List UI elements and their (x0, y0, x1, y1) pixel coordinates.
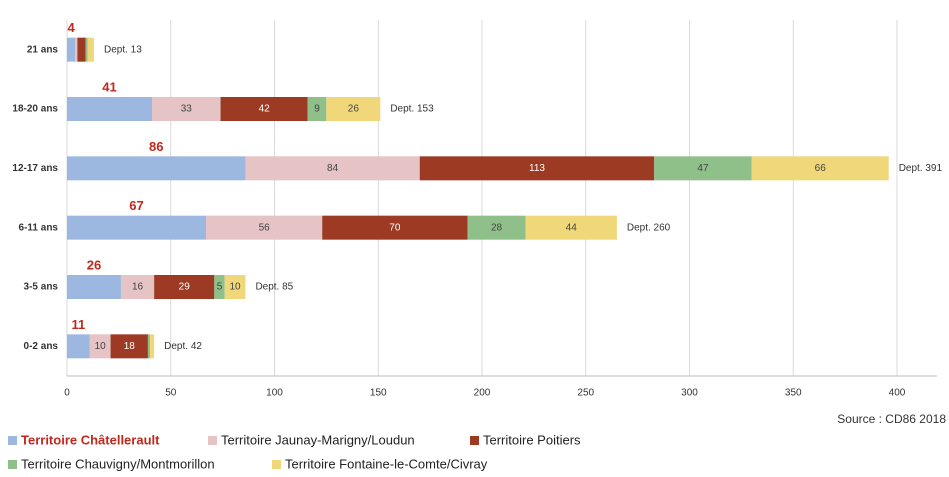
legend-label: Territoire Fontaine-le-Comte/Civray (285, 456, 488, 471)
value-label: 4 (68, 20, 76, 35)
bar-segment (150, 334, 155, 359)
bar-segment (214, 275, 225, 299)
bar-segment (110, 334, 148, 359)
bar-segment (77, 37, 86, 62)
source: Source : CD86 2018 (837, 412, 946, 426)
value-label: 29 (179, 282, 191, 293)
bar-segment (322, 215, 468, 240)
value-label: 84 (327, 163, 339, 174)
value-label: 10 (95, 341, 107, 352)
bar-segment (85, 37, 88, 62)
legend-swatch (208, 436, 217, 445)
bar-segment (220, 97, 308, 121)
bar-segment (419, 156, 655, 181)
x-tick-label: 0 (64, 388, 70, 399)
legend-label: Territoire Poitiers (483, 432, 581, 447)
legend-label: Territoire Châtellerault (21, 432, 160, 447)
legend-swatch (272, 460, 281, 469)
bar-segment (751, 156, 889, 181)
y-tick-label: 6-11 ans (19, 222, 59, 233)
bar-segment (67, 215, 207, 240)
bar-segment (89, 334, 111, 359)
legend-swatch (8, 460, 17, 469)
value-label: 67 (129, 198, 143, 213)
x-tick-label: 400 (889, 388, 906, 399)
bar-segment (87, 37, 94, 62)
x-tick-label: 300 (681, 388, 698, 399)
value-label: 33 (181, 104, 193, 115)
bar-segment (152, 97, 221, 121)
bar-segment (307, 97, 327, 121)
value-label: 26 (348, 104, 360, 115)
value-label: 44 (566, 222, 578, 233)
x-tick-label: 50 (165, 388, 177, 399)
bar-segment (654, 156, 752, 181)
value-label: 28 (491, 222, 503, 233)
bar-segment (206, 215, 323, 240)
value-label: 18 (124, 341, 136, 352)
y-tick-label: 21 ans (27, 44, 59, 55)
x-tick-label: 100 (266, 388, 283, 399)
bar-segment (67, 334, 90, 359)
bar-segment (467, 215, 526, 240)
value-label: 66 (815, 163, 827, 174)
value-label: 26 (87, 257, 101, 272)
total-label: Dept. 42 (164, 341, 202, 352)
value-label: 9 (314, 104, 320, 115)
value-label: 42 (259, 104, 271, 115)
legend-swatch (8, 436, 17, 445)
total-label: Dept. 260 (627, 222, 671, 233)
total-label: Dept. 13 (104, 44, 142, 55)
bar-segment (245, 156, 420, 181)
bar-segment (120, 275, 155, 299)
bar-segment (67, 275, 121, 299)
legend-label: Territoire Jaunay-Marigny/Loudun (221, 432, 415, 447)
legend-label: Territoire Chauvigny/Montmorillon (21, 456, 215, 471)
bar-segment (525, 215, 617, 240)
bar-segment (224, 275, 246, 299)
y-tick-label: 12-17 ans (12, 163, 58, 174)
x-tick-label: 350 (785, 388, 802, 399)
x-tick-label: 200 (474, 388, 491, 399)
bar-segment (326, 97, 381, 121)
bar-segment (75, 37, 78, 62)
x-tick-label: 250 (577, 388, 594, 399)
total-label: Dept. 391 (899, 163, 943, 174)
total-label: Dept. 153 (390, 104, 434, 115)
value-label: 11 (72, 317, 86, 332)
total-label: Dept. 85 (255, 282, 293, 293)
value-label: 41 (102, 79, 116, 94)
value-label: 113 (529, 163, 545, 174)
bar-segment (67, 37, 76, 62)
bar-segment (147, 334, 150, 359)
x-tick-label: 150 (370, 388, 387, 399)
bar-segment (154, 275, 215, 299)
value-label: 47 (697, 163, 709, 174)
value-label: 70 (389, 222, 401, 233)
bar-segment (67, 97, 153, 121)
legend-swatch (470, 436, 479, 445)
y-tick-label: 18-20 ans (12, 104, 58, 115)
value-label: 5 (217, 282, 223, 293)
y-tick-label: 0-2 ans (24, 341, 59, 352)
bar-segment (67, 156, 246, 181)
value-label: 10 (230, 282, 242, 293)
value-label: 56 (259, 222, 271, 233)
value-label: 16 (132, 282, 144, 293)
value-label: 86 (149, 139, 163, 154)
y-tick-label: 3-5 ans (24, 282, 59, 293)
